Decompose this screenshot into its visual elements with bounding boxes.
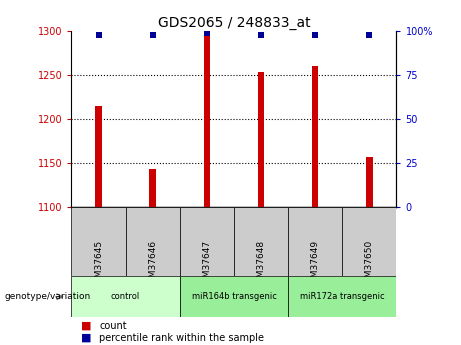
Text: miR172a transgenic: miR172a transgenic [300,292,384,301]
Text: control: control [111,292,140,301]
Bar [149,169,156,207]
Bar [180,207,234,276]
Text: GSM37645: GSM37645 [94,240,103,289]
Bar [342,207,396,276]
Bar [71,276,180,317]
Text: ■: ■ [81,321,91,331]
Bar [234,207,288,276]
Text: GSM37649: GSM37649 [311,240,320,289]
Bar [288,207,342,276]
Text: ■: ■ [81,333,91,343]
Bar [95,106,102,207]
Bar [204,36,210,207]
Bar [180,276,288,317]
Bar [71,207,125,276]
Text: miR164b transgenic: miR164b transgenic [191,292,277,301]
Bar [288,276,396,317]
Text: genotype/variation: genotype/variation [5,292,91,301]
Text: GSM37646: GSM37646 [148,240,157,289]
Text: percentile rank within the sample: percentile rank within the sample [99,333,264,343]
Title: GDS2065 / 248833_at: GDS2065 / 248833_at [158,16,310,30]
Bar [258,72,264,207]
Bar [125,207,180,276]
Text: count: count [99,321,127,331]
Text: GSM37650: GSM37650 [365,240,374,289]
Text: GSM37647: GSM37647 [202,240,212,289]
Bar [312,66,319,207]
Bar [366,157,372,207]
Text: GSM37648: GSM37648 [256,240,266,289]
